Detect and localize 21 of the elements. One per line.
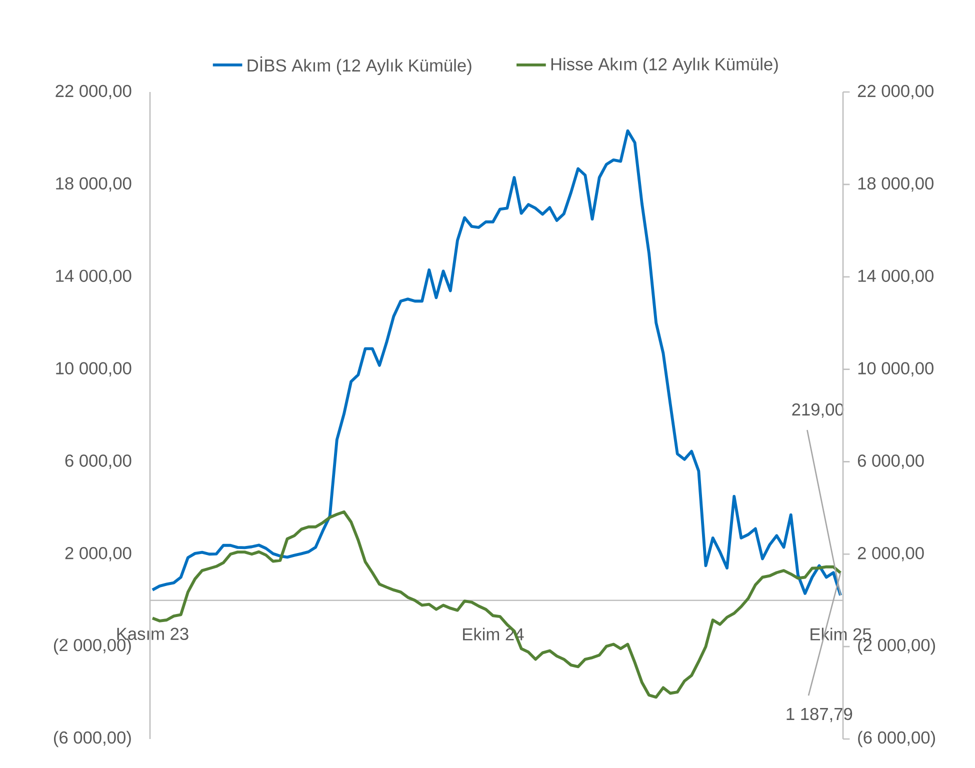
y-tick-label: 18 000,00 [56, 177, 132, 192]
annotation: 1 187,79 [786, 708, 852, 722]
legend-label: DİBS Akım (12 Aylık Kümüle) [248, 56, 472, 76]
y-tick-label: 14 000,00 [56, 270, 132, 284]
line-series [151, 129, 842, 597]
y-tick-label: (2 000,00) [54, 638, 131, 655]
y2-tick-label: 18 000,00 [858, 177, 934, 192]
y2-tick-label: 2 000,00 [858, 546, 924, 562]
x-tick-label: Kasım 23 [117, 628, 188, 640]
y-tick-label: 6 000,00 [65, 454, 132, 469]
y-tick-label: 2 000,00 [65, 546, 132, 562]
legend-label: Hisse Akım (12 Aylık Kümüle) [551, 58, 778, 74]
y2-tick-label: (6 000,00) [858, 730, 935, 748]
y2-tick-label: 6 000,00 [858, 454, 924, 469]
annotation: 219,00 [792, 403, 844, 418]
y-tick-label: 22 000,00 [56, 84, 132, 100]
y-tick-label: 10 000,00 [56, 362, 132, 376]
y2-tick-label: 22 000,00 [858, 84, 934, 100]
y2-tick-label: 10 000,00 [858, 362, 934, 376]
y-tick-label: (6 000,00) [54, 730, 131, 748]
y2-tick-label: 14 000,00 [858, 270, 934, 284]
